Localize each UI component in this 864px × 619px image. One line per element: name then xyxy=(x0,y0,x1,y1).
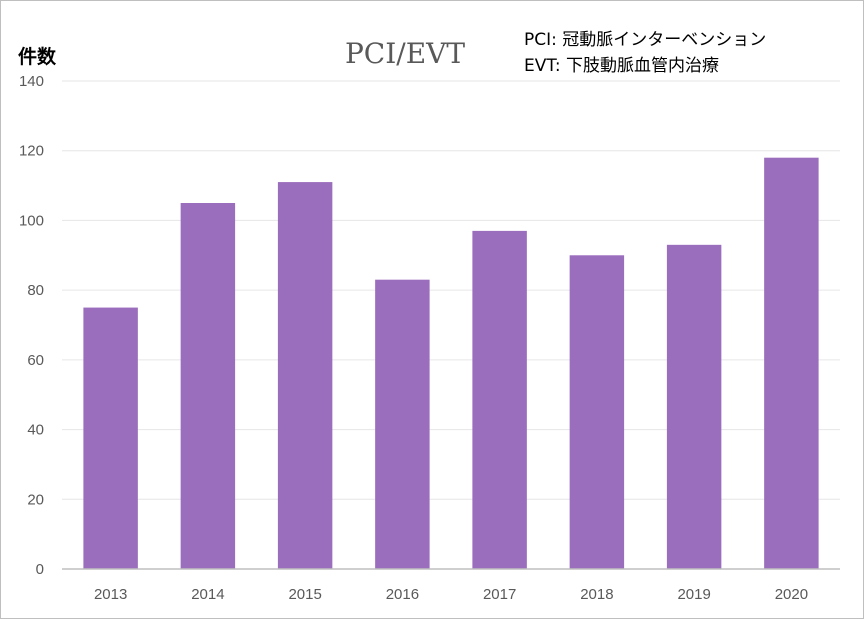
y-tick-label: 20 xyxy=(27,491,44,508)
x-tick-label: 2014 xyxy=(191,586,224,603)
y-tick-label: 0 xyxy=(36,561,44,578)
annotation-evt: EVT: 下肢動脈血管内治療 xyxy=(524,56,719,76)
gridlines xyxy=(62,80,840,500)
x-tick-label: 2020 xyxy=(775,586,808,603)
chart-title: PCI/EVT xyxy=(345,37,465,70)
bar-2017 xyxy=(472,230,527,569)
bar-2020 xyxy=(764,157,819,569)
bars xyxy=(83,157,819,570)
x-tick-label: 2018 xyxy=(580,586,613,603)
x-tick-label: 2015 xyxy=(288,586,321,603)
y-axis-label: 件数 xyxy=(18,45,57,68)
x-tick-label: 2016 xyxy=(386,586,419,603)
x-tick-label: 2019 xyxy=(677,586,710,603)
y-tick-labels: 0 20 40 60 80 100 120 140 xyxy=(19,73,44,578)
bar-2013 xyxy=(83,307,138,569)
bar-2018 xyxy=(569,255,625,570)
bar-2016 xyxy=(375,279,430,569)
y-tick-label: 120 xyxy=(19,143,44,160)
x-tick-label: 2013 xyxy=(94,586,127,603)
bar-2015 xyxy=(277,182,333,570)
y-tick-label: 60 xyxy=(27,352,44,369)
bar-2019 xyxy=(666,244,722,570)
y-tick-label: 100 xyxy=(19,212,44,229)
x-tick-label: 2017 xyxy=(483,586,516,603)
annotation-pci: PCI: 冠動脈インターベンション xyxy=(524,30,766,50)
x-tick-labels: 2013 2014 2015 2016 2017 2018 2019 2020 xyxy=(94,586,808,603)
bar-2014 xyxy=(180,203,236,569)
y-tick-label: 40 xyxy=(27,422,44,439)
y-tick-label: 80 xyxy=(27,282,44,299)
y-tick-label: 140 xyxy=(19,73,44,90)
